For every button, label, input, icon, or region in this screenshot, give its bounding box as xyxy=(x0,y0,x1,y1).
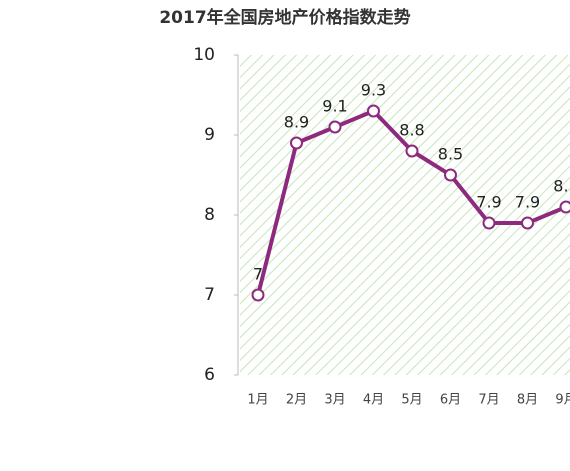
x-tick-label: 5月 xyxy=(401,393,422,408)
y-tick-label: 9 xyxy=(204,125,215,145)
y-tick-label: 6 xyxy=(204,365,215,385)
marker xyxy=(253,290,264,301)
plot-area xyxy=(240,55,570,375)
x-tick-label: 3月 xyxy=(324,393,345,408)
data-label: 8.5 xyxy=(438,145,463,164)
x-tick-label: 6月 xyxy=(440,393,461,408)
marker xyxy=(291,138,302,149)
x-tick-label: 2月 xyxy=(286,393,307,408)
y-tick-label: 8 xyxy=(204,205,215,225)
data-label: 9.1 xyxy=(322,97,347,116)
x-tick-label: 1月 xyxy=(247,393,268,408)
marker xyxy=(484,218,495,229)
data-label: 7.9 xyxy=(515,193,540,212)
x-tick-label: 8月 xyxy=(517,393,538,408)
data-label: 8.8 xyxy=(399,121,424,140)
chart-title: 2017年全国房地产价格指数走势 xyxy=(159,7,410,28)
marker xyxy=(368,106,379,117)
marker xyxy=(407,146,418,157)
data-label: 7 xyxy=(253,265,263,284)
data-label: 7.9 xyxy=(476,193,501,212)
data-label: 8.1 xyxy=(553,177,570,196)
x-tick-label: 7月 xyxy=(478,393,499,408)
x-tick-label: 9月 xyxy=(555,393,570,408)
y-tick-label: 7 xyxy=(204,285,215,305)
marker xyxy=(561,202,570,213)
marker xyxy=(445,170,456,181)
x-tick-label: 4月 xyxy=(363,393,384,408)
data-label: 8.9 xyxy=(284,113,309,132)
marker xyxy=(330,122,341,133)
y-tick-label: 10 xyxy=(193,45,215,65)
data-label: 9.3 xyxy=(361,81,386,100)
marker xyxy=(522,218,533,229)
